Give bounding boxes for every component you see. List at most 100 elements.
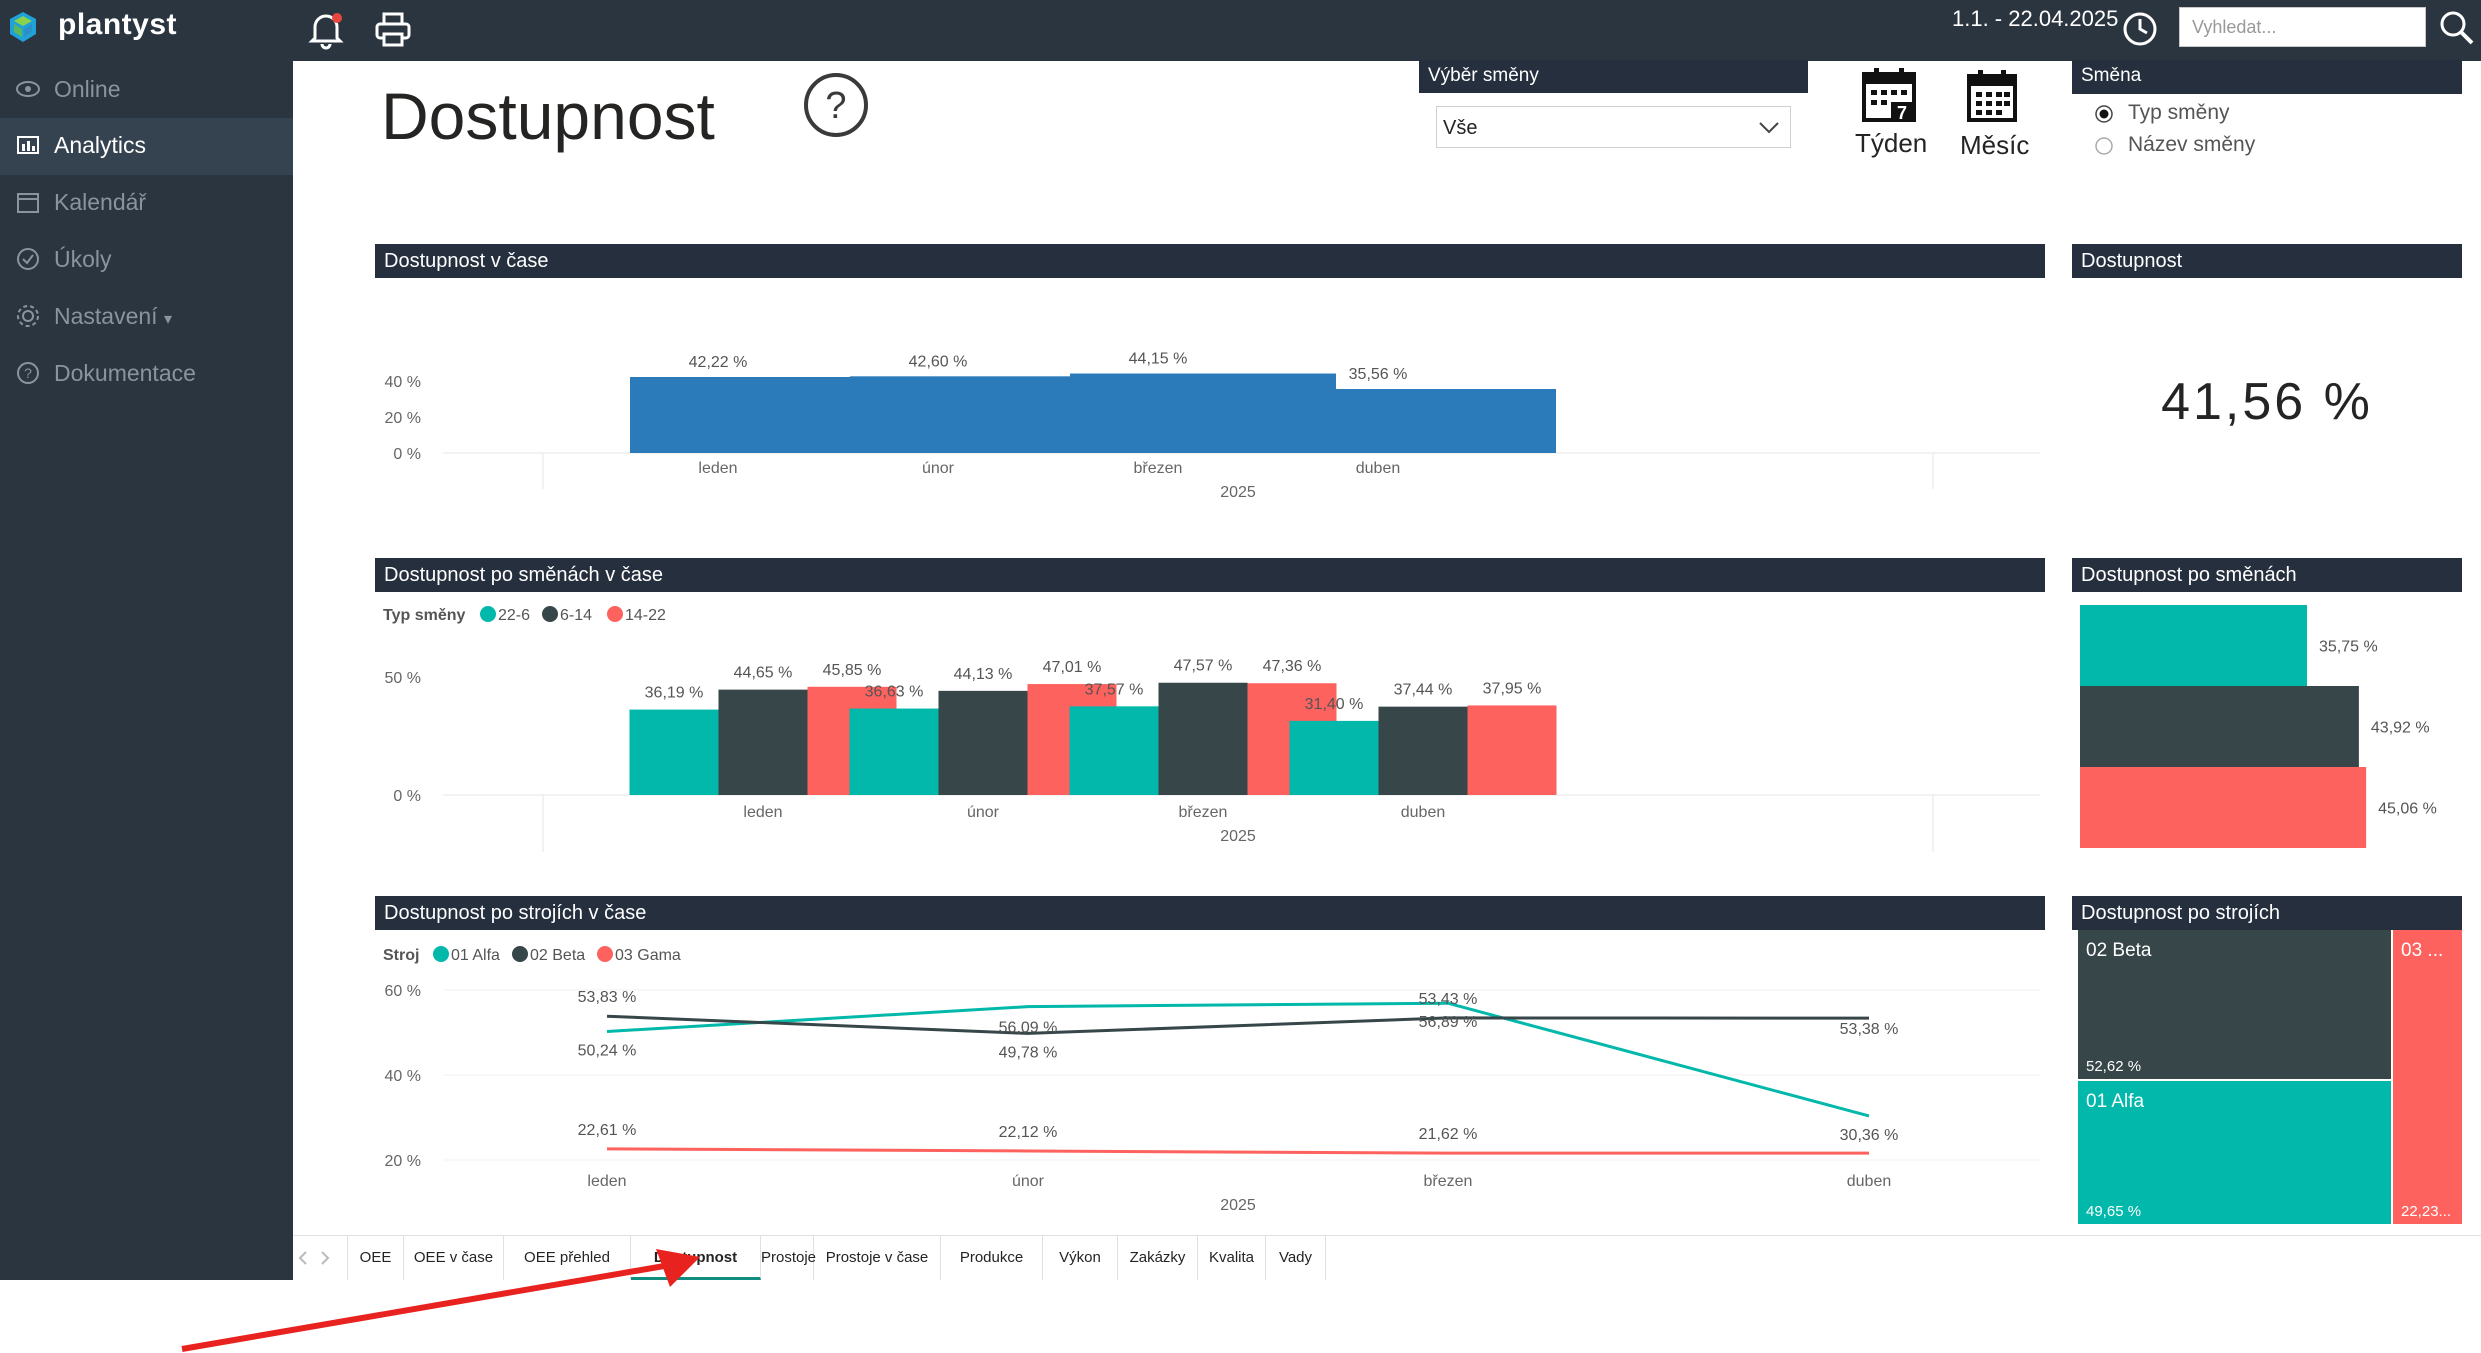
availability-by-machine-over-time-chart: Stroj 01 Alfa 02 Beta 03 Gama 20 % 40 % 60 % 50… xyxy=(383,946,2040,1214)
data-label: 42,60 % xyxy=(909,353,968,370)
legend-label: 01 Alfa xyxy=(451,947,500,964)
tab-kvalita[interactable]: Kvalita xyxy=(1198,1236,1266,1280)
data-label: 35,75 % xyxy=(2319,639,2378,656)
data-label: 37,57 % xyxy=(1085,681,1144,698)
bar xyxy=(1378,706,1468,795)
chevron-left-icon[interactable] xyxy=(297,1250,309,1266)
legend-label: 03 Gama xyxy=(615,947,681,964)
tab-oee-v-čase[interactable]: OEE v čase xyxy=(404,1236,504,1280)
calendar-week-icon: 7 xyxy=(1862,68,1916,123)
bar xyxy=(629,709,719,795)
x-tick-label: únor xyxy=(1012,1173,1045,1190)
data-label: 43,92 % xyxy=(2371,720,2430,737)
x-group-label: 2025 xyxy=(1220,484,1256,501)
sidebar-item-ukoly[interactable]: Úkoly xyxy=(0,232,293,289)
tab-výkon[interactable]: Výkon xyxy=(1043,1236,1118,1280)
series-line xyxy=(606,1001,1870,1118)
data-label: 21,62 % xyxy=(1419,1126,1478,1143)
data-label: 31,40 % xyxy=(1305,696,1364,713)
data-label: 45,85 % xyxy=(823,662,882,679)
legend-title: Typ směny xyxy=(383,607,466,624)
tab-zakázky[interactable]: Zakázky xyxy=(1118,1236,1198,1280)
treemap-tile-value: 52,62 % xyxy=(2086,1058,2141,1075)
top-bar: 1.1. - 22.04.2025 Vyhledat... xyxy=(293,0,2481,61)
data-label: 53,43 % xyxy=(1419,991,1478,1008)
y-tick-label: 0 % xyxy=(393,446,421,463)
tab-prostoje-v-čase[interactable]: Prostoje v čase xyxy=(814,1236,941,1280)
sidebar-item-label: Analytics xyxy=(54,132,147,158)
treemap-tile-name: 02 Beta xyxy=(2086,940,2152,961)
tab-produkce[interactable]: Produkce xyxy=(941,1236,1043,1280)
chevron-down-icon xyxy=(1759,122,1779,134)
data-label: 22,12 % xyxy=(999,1124,1058,1141)
logo[interactable]: plantyst xyxy=(0,0,293,56)
month-button-label: Měsíc xyxy=(1960,130,2030,160)
sidebar-item-dokumentace[interactable]: ? Dokumentace xyxy=(0,346,293,403)
availability-by-shift-chart: 35,75 % 43,92 % 45,06 % xyxy=(2080,605,2437,848)
treemap-tile-name: 03 ... xyxy=(2401,940,2443,961)
tab-prostoje[interactable]: Prostoje xyxy=(761,1236,816,1280)
shift-select-dropdown[interactable]: Vše xyxy=(1436,106,1791,148)
print-icon[interactable] xyxy=(373,10,413,50)
bar xyxy=(938,690,1028,795)
y-tick-label: 0 % xyxy=(393,788,421,805)
legend-label: 22-6 xyxy=(498,607,530,624)
tab-oee-přehled[interactable]: OEE přehled xyxy=(504,1236,631,1280)
bell-icon[interactable] xyxy=(305,8,347,50)
sidebar-item-kalendar[interactable]: Kalendář xyxy=(0,175,293,232)
data-label: 49,78 % xyxy=(999,1044,1058,1061)
legend-label: 02 Beta xyxy=(530,947,585,964)
availability-by-machine-treemap: 02 Beta 52,62 % 01 Alfa 49,65 % 03 ... 22,23.… xyxy=(2078,930,2462,1224)
data-label: 35,56 % xyxy=(1349,366,1408,383)
sidebar-item-nastaveni[interactable]: Nastavení ▾ xyxy=(0,289,293,346)
data-label: 56,09 % xyxy=(999,1020,1058,1037)
annotation-arrow xyxy=(181,1249,700,1352)
data-label: 30,36 % xyxy=(1840,1127,1899,1144)
radio-typ-smeny[interactable]: Typ směny xyxy=(2094,100,2394,132)
treemap-tile-value: 49,65 % xyxy=(2086,1203,2141,1220)
series-line xyxy=(606,1014,1870,1035)
app-name: plantyst xyxy=(58,8,178,41)
data-label: 44,15 % xyxy=(1129,351,1188,368)
bar xyxy=(1158,682,1248,795)
legend-marker xyxy=(607,606,623,622)
tab-vady[interactable]: Vady xyxy=(1266,1236,1326,1280)
data-label: 44,13 % xyxy=(954,666,1013,683)
x-tick-label: březen xyxy=(1424,1173,1473,1190)
svg-text:?: ? xyxy=(825,85,846,127)
data-label: 37,95 % xyxy=(1483,680,1542,697)
sidebar-item-analytics[interactable]: Analytics xyxy=(0,118,293,175)
x-tick-label: únor xyxy=(922,460,955,477)
eye-icon xyxy=(16,81,40,97)
chart-header-availability-by-shift: Dostupnost po směnách xyxy=(2072,558,2462,592)
week-button[interactable]: 7 Týden xyxy=(1849,66,1929,162)
search-icon[interactable] xyxy=(2438,9,2476,47)
week-button-label: Týden xyxy=(1855,128,1928,158)
radio-nazev-smeny[interactable]: Název směny xyxy=(2094,132,2394,164)
kpi-header: Dostupnost xyxy=(2072,244,2462,278)
chevron-right-icon[interactable] xyxy=(319,1250,331,1266)
data-label: 47,01 % xyxy=(1043,659,1102,676)
check-circle-icon xyxy=(17,248,39,270)
tab-oee[interactable]: OEE xyxy=(348,1236,404,1280)
radio-checked-icon xyxy=(2095,105,2113,123)
x-tick-label: březen xyxy=(1179,804,1228,821)
month-button[interactable]: Měsíc xyxy=(1952,66,2032,162)
x-tick-label: únor xyxy=(967,804,1000,821)
treemap-tile-name: 01 Alfa xyxy=(2086,1091,2145,1112)
x-tick-label: duben xyxy=(1356,460,1401,477)
legend-label: 14-22 xyxy=(625,607,666,624)
bar xyxy=(2080,686,2359,767)
help-icon[interactable]: ? xyxy=(802,71,870,139)
date-range[interactable]: 1.1. - 22.04.2025 xyxy=(1952,6,2119,31)
sidebar-item-online[interactable]: Online xyxy=(0,62,293,119)
x-group-label: 2025 xyxy=(1220,1197,1256,1214)
clock-icon[interactable] xyxy=(2121,10,2159,48)
treemap-tile xyxy=(2078,1081,2391,1224)
search-input[interactable]: Vyhledat... xyxy=(2179,7,2426,47)
data-label: 47,36 % xyxy=(1263,658,1322,675)
bar xyxy=(849,708,939,795)
sidebar-item-label: Dokumentace xyxy=(54,360,196,386)
bar xyxy=(1069,706,1159,795)
